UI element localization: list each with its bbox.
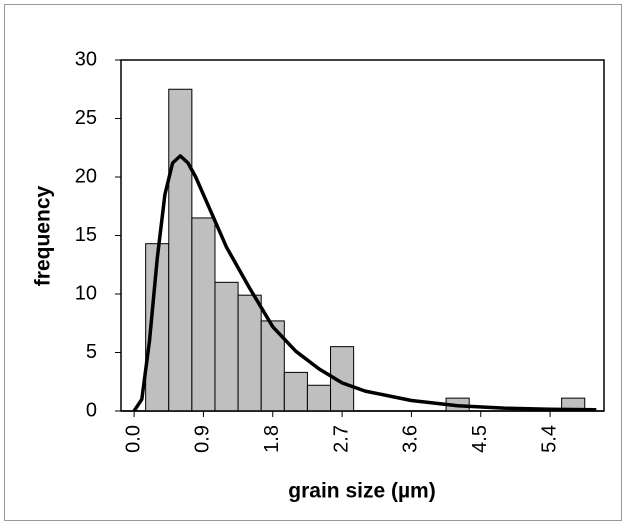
bar [168, 88, 193, 412]
x-tick-label: 3.6 [400, 425, 422, 453]
bar [306, 384, 332, 412]
x-tick-label: 0.0 [122, 425, 144, 453]
bar [214, 281, 239, 412]
x-tick-label: 0.9 [192, 425, 214, 453]
x-tick-label: 4.5 [469, 425, 491, 453]
y-tick-label: 30 [75, 48, 97, 70]
y-tick-label: 5 [86, 341, 97, 363]
bar [283, 371, 308, 412]
x-tick-label: 1.8 [261, 425, 283, 453]
y-tick-label: 0 [86, 399, 97, 421]
x-tick-label: 2.7 [330, 425, 352, 453]
bar [237, 294, 262, 412]
x-axis-title: grain size (µm) [288, 480, 435, 503]
fit-curve [132, 154, 597, 412]
y-axis-title: frequency [32, 186, 55, 287]
y-tick-label: 15 [75, 224, 97, 246]
y-tick-label: 10 [75, 282, 97, 304]
x-tick-label: 5.4 [538, 425, 560, 453]
bar [191, 217, 216, 412]
y-tick-label: 20 [75, 165, 97, 187]
y-tick-label: 25 [75, 107, 97, 129]
